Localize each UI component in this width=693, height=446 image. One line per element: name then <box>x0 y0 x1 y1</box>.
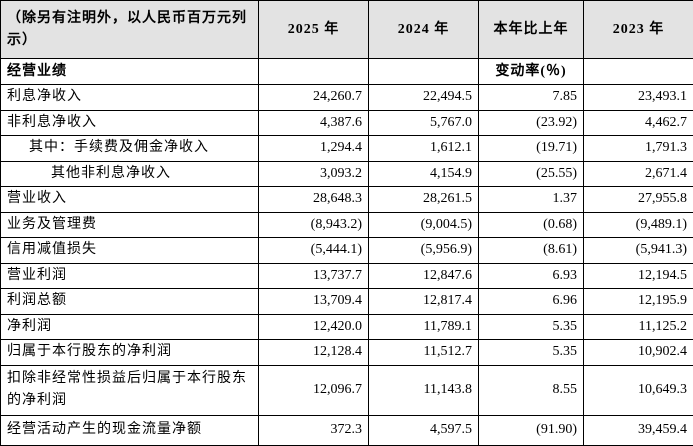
header-row: （除另有注明外，以人民币百万元列示） 2025 年 2024 年 本年比上年 2… <box>1 1 693 59</box>
value-cell: 22,494.5 <box>369 85 479 111</box>
value-cell: 12,420.0 <box>259 314 369 340</box>
row-label: 利润总额 <box>1 289 259 315</box>
value-cell: 12,195.9 <box>584 289 693 315</box>
value-cell: 1,294.4 <box>259 136 369 162</box>
value-cell: (25.55) <box>479 161 584 187</box>
value-cell: 11,512.7 <box>369 340 479 366</box>
empty-cell <box>584 59 693 85</box>
value-cell: 13,737.7 <box>259 263 369 289</box>
value-cell: 13,709.4 <box>259 289 369 315</box>
value-cell: 11,125.2 <box>584 314 693 340</box>
row-label: 扣除非经常性损益后归属于本行股东的净利润 <box>1 365 259 415</box>
header-cell: 2025 年 <box>259 1 369 59</box>
value-cell: 12,847.6 <box>369 263 479 289</box>
value-cell: 8.55 <box>479 365 584 415</box>
row-label: 归属于本行股东的净利润 <box>1 340 259 366</box>
value-cell: (5,941.3) <box>584 238 693 264</box>
value-cell: 23,493.1 <box>584 85 693 111</box>
value-cell: 28,648.3 <box>259 187 369 213</box>
row-label: 信用减值损失 <box>1 238 259 264</box>
table-row: 业务及管理费(8,943.2)(9,004.5)(0.68)(9,489.1) <box>1 212 693 238</box>
row-label: 净利润 <box>1 314 259 340</box>
value-cell: 12,194.5 <box>584 263 693 289</box>
row-label: 非利息净收入 <box>1 110 259 136</box>
row-label: 营业收入 <box>1 187 259 213</box>
value-cell: (9,004.5) <box>369 212 479 238</box>
value-cell: (23.92) <box>479 110 584 136</box>
value-cell: 4,154.9 <box>369 161 479 187</box>
value-cell: (8,943.2) <box>259 212 369 238</box>
value-cell: 11,789.1 <box>369 314 479 340</box>
value-cell: (91.90) <box>479 415 584 445</box>
row-label: 业务及管理费 <box>1 212 259 238</box>
value-cell: (9,489.1) <box>584 212 693 238</box>
value-cell: 1.37 <box>479 187 584 213</box>
value-cell: 7.85 <box>479 85 584 111</box>
value-cell: (19.71) <box>479 136 584 162</box>
value-cell: 4,462.7 <box>584 110 693 136</box>
row-label: 经营活动产生的现金流量净额 <box>1 415 259 445</box>
value-cell: (0.68) <box>479 212 584 238</box>
value-cell: 27,955.8 <box>584 187 693 213</box>
value-cell: 11,143.8 <box>369 365 479 415</box>
value-cell: 12,128.4 <box>259 340 369 366</box>
value-cell: (5,956.9) <box>369 238 479 264</box>
value-cell: 5,767.0 <box>369 110 479 136</box>
value-cell: 1,612.1 <box>369 136 479 162</box>
value-cell: 12,096.7 <box>259 365 369 415</box>
value-cell: 12,817.4 <box>369 289 479 315</box>
value-cell: 1,791.3 <box>584 136 693 162</box>
value-cell: 3,093.2 <box>259 161 369 187</box>
value-cell: 2,671.4 <box>584 161 693 187</box>
value-cell: 10,649.3 <box>584 365 693 415</box>
row-label: 其他非利息净收入 <box>1 161 259 187</box>
value-cell: 5.35 <box>479 340 584 366</box>
value-cell: 372.3 <box>259 415 369 445</box>
header-cell: 2023 年 <box>584 1 693 59</box>
value-cell: 6.93 <box>479 263 584 289</box>
value-cell: 5.35 <box>479 314 584 340</box>
section-row: 经营业绩 变动率(％) <box>1 59 693 85</box>
value-cell: 4,387.6 <box>259 110 369 136</box>
value-cell: 24,260.7 <box>259 85 369 111</box>
value-cell: (8.61) <box>479 238 584 264</box>
value-cell: 6.96 <box>479 289 584 315</box>
header-cell: 2024 年 <box>369 1 479 59</box>
table-row: 信用减值损失(5,444.1)(5,956.9)(8.61)(5,941.3) <box>1 238 693 264</box>
row-label: 利息净收入 <box>1 85 259 111</box>
header-cell: （除另有注明外，以人民币百万元列示） <box>1 1 259 59</box>
value-cell: (5,444.1) <box>259 238 369 264</box>
empty-cell <box>369 59 479 85</box>
empty-cell <box>259 59 369 85</box>
value-cell: 39,459.4 <box>584 415 693 445</box>
row-label: 营业利润 <box>1 263 259 289</box>
value-cell: 28,261.5 <box>369 187 479 213</box>
section-label: 经营业绩 <box>1 59 259 85</box>
value-cell: 10,902.4 <box>584 340 693 366</box>
section-change-label: 变动率(％) <box>479 59 584 85</box>
value-cell: 4,597.5 <box>369 415 479 445</box>
header-cell: 本年比上年 <box>479 1 584 59</box>
row-label: 其中：手续费及佣金净收入 <box>1 136 259 162</box>
